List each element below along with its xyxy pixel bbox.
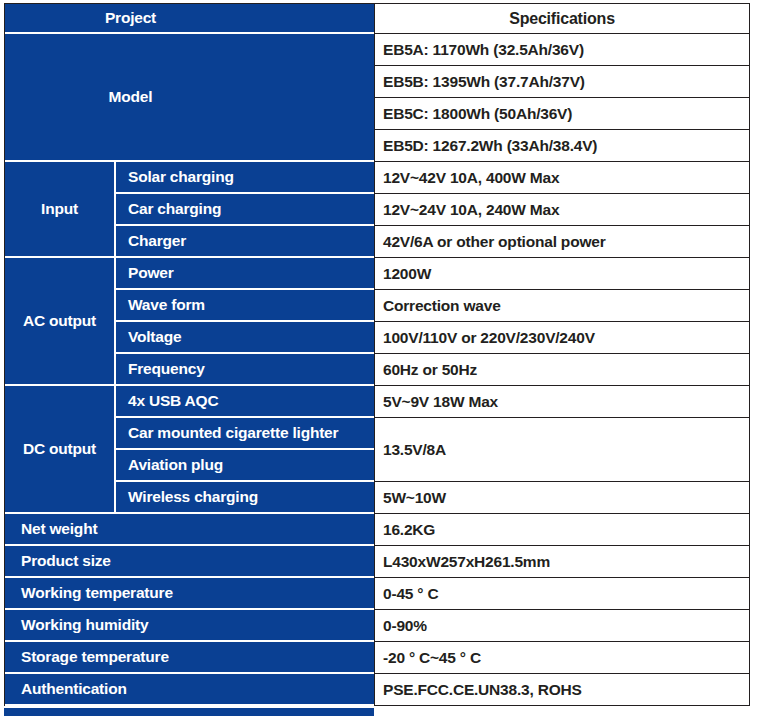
model-variant-value: EB5B: 1395Wh (37.7Ah/37V) bbox=[374, 66, 749, 98]
row-label: Power bbox=[116, 258, 374, 290]
row-value: 12V~42V 10A, 400W Max bbox=[374, 162, 749, 194]
truncated-next-row-strip bbox=[4, 708, 374, 716]
row-value: 12V~24V 10A, 240W Max bbox=[374, 194, 749, 226]
row-label: Wave form bbox=[116, 290, 374, 322]
row-label: Charger bbox=[116, 226, 374, 258]
row-label: Voltage bbox=[116, 322, 374, 354]
row-label: 4x USB AQC bbox=[116, 386, 374, 418]
project-header-cell: Project bbox=[5, 4, 374, 34]
row-label: Frequency bbox=[116, 354, 374, 386]
row-value: 42V/6A or other optional power bbox=[374, 226, 749, 258]
row-label: Storage temperature bbox=[5, 642, 374, 674]
row-value: 5V~9V 18W Max bbox=[374, 386, 749, 418]
row-value: 5W~10W bbox=[374, 482, 749, 514]
specifications-header-cell: Specifications bbox=[374, 4, 749, 34]
model-variant-value: EB5D: 1267.2Wh (33Ah/38.4V) bbox=[374, 130, 749, 162]
dc-output-group-label: DC output bbox=[5, 386, 116, 514]
row-label: Authentication bbox=[5, 674, 374, 706]
row-value: L430xW257xH261.5mm bbox=[374, 546, 749, 578]
input-group-label: Input bbox=[5, 162, 116, 258]
row-label: Car mounted cigarette lighter bbox=[116, 418, 374, 450]
row-label: Product size bbox=[5, 546, 374, 578]
row-value: 60Hz or 50Hz bbox=[374, 354, 749, 386]
row-value: 100V/110V or 220V/230V/240V bbox=[374, 322, 749, 354]
row-label: Working humidity bbox=[5, 610, 374, 642]
row-label: Working temperature bbox=[5, 578, 374, 610]
row-label: Net weight bbox=[5, 514, 374, 546]
row-label: Aviation plug bbox=[116, 450, 374, 482]
row-label: Car charging bbox=[116, 194, 374, 226]
model-variant-value: EB5A: 1170Wh (32.5Ah/36V) bbox=[374, 34, 749, 66]
spec-sheet: Project Specifications Model EB5A: 1170W… bbox=[4, 3, 757, 716]
row-value: PSE.FCC.CE.UN38.3, ROHS bbox=[374, 674, 749, 706]
row-value-merged: 13.5V/8A bbox=[374, 418, 749, 482]
model-variant-value: EB5C: 1800Wh (50Ah/36V) bbox=[374, 98, 749, 130]
row-label: Wireless charging bbox=[116, 482, 374, 514]
row-value: -20 ° C~45 ° C bbox=[374, 642, 749, 674]
spec-table: Project Specifications Model EB5A: 1170W… bbox=[4, 3, 750, 706]
ac-output-group-label: AC output bbox=[5, 258, 116, 386]
row-value: 0-45 ° C bbox=[374, 578, 749, 610]
model-label-cell: Model bbox=[5, 34, 374, 162]
row-value: 0-90% bbox=[374, 610, 749, 642]
row-value: 1200W bbox=[374, 258, 749, 290]
row-value: 16.2KG bbox=[374, 514, 749, 546]
row-value: Correction wave bbox=[374, 290, 749, 322]
row-label: Solar charging bbox=[116, 162, 374, 194]
